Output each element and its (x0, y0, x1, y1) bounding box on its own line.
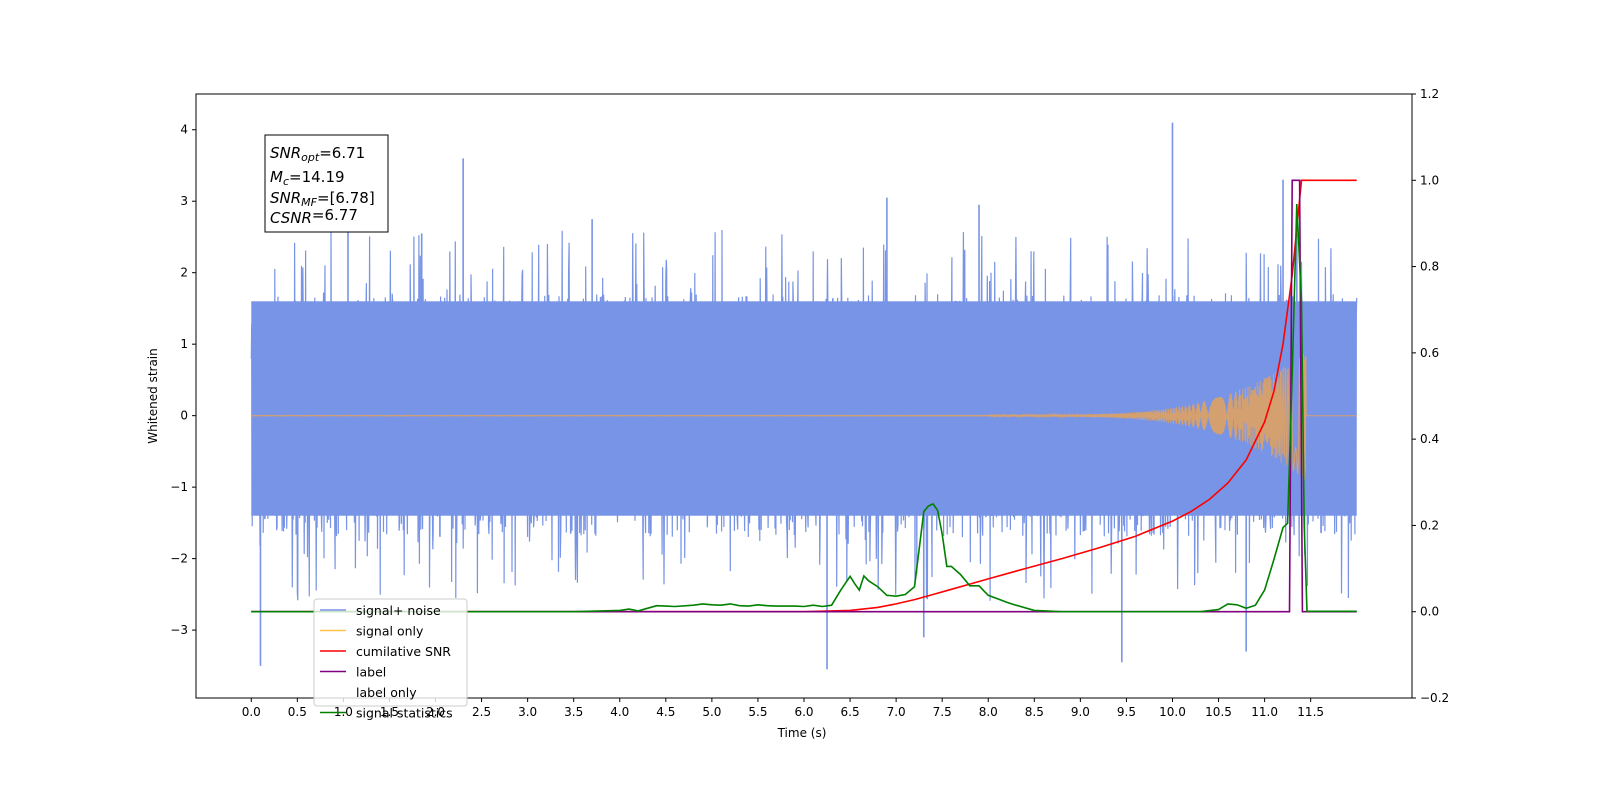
plot-area (250, 122, 1358, 670)
legend-label: label (356, 665, 386, 680)
y-tick-label-left: 4 (180, 123, 188, 137)
x-tick-label: 5.0 (702, 705, 721, 719)
y-tick-label-left: 2 (180, 266, 188, 280)
annotation-value: =6.71 (319, 144, 365, 162)
y-tick-label-right: 0.8 (1420, 260, 1439, 274)
x-tick-label: 10.0 (1159, 705, 1186, 719)
x-tick-label: 3.5 (564, 705, 583, 719)
annotation-sub: c (283, 175, 289, 188)
x-tick-label: 2.5 (472, 705, 491, 719)
annotation-value: =[6.78] (317, 189, 375, 207)
annotation-label: M (270, 168, 283, 186)
y-tick-label-left: −3 (170, 623, 188, 637)
x-tick-label: 0.5 (288, 705, 307, 719)
x-tick-label: 9.5 (1117, 705, 1136, 719)
y-axis-label-left: Whitened strain (146, 348, 160, 444)
x-tick-label: 9.0 (1071, 705, 1090, 719)
y-tick-label-left: −2 (170, 552, 188, 566)
annotation-line-csnr: CSNR=6.77 (270, 206, 358, 227)
x-tick-label: 11.5 (1297, 705, 1324, 719)
y-tick-label-right: 1.0 (1420, 173, 1439, 187)
x-tick-label: 6.0 (794, 705, 813, 719)
legend-label: signal only (356, 624, 424, 639)
x-tick-label: 8.5 (1025, 705, 1044, 719)
x-tick-label: 1.5 (380, 705, 399, 719)
x-tick-label: 4.5 (656, 705, 675, 719)
series-line-signal-statistics (251, 203, 1357, 613)
y-tick-label-right: 0.0 (1420, 605, 1439, 619)
y-tick-label-left: 0 (180, 409, 188, 423)
y-tick-label-left: 3 (180, 194, 188, 208)
y-tick-label-left: −1 (170, 480, 188, 494)
x-tick-label: 7.0 (887, 705, 906, 719)
annotation-line-mc: Mc=14.19 (270, 168, 345, 188)
annotation-value: =6.77 (312, 206, 358, 224)
x-tick-label: 8.0 (979, 705, 998, 719)
annotation-label: SNR (270, 144, 301, 162)
legend: signal+ noise signal only cumilative SNR la… (313, 598, 468, 721)
series-band-signal-noise (251, 301, 1357, 516)
tick-layer: 0.0 0.5 1.0 1.5 2.0 2.5 3.0 3.5 4.0 4.5 5.0 5.5 6.0 6… (170, 87, 1449, 719)
legend-label: cumilative SNR (356, 644, 451, 659)
annotation-line-snr-opt: SNRopt=6.71 (270, 144, 365, 164)
annotation-box: SNRopt=6.71 Mc=14.19 SNRMF=[6.78] CSNR=6… (264, 134, 389, 233)
y-tick-label-right: 0.2 (1420, 518, 1439, 532)
annotation-label: SNR (270, 189, 301, 207)
x-tick-label: 7.5 (933, 705, 952, 719)
annotation-frame (264, 134, 389, 233)
series-line-label (251, 179, 1357, 613)
y-tick-label-right: −0.2 (1420, 691, 1449, 705)
x-tick-label: 0.0 (242, 705, 261, 719)
x-tick-label: 4.0 (610, 705, 629, 719)
annotation-label: CSNR (270, 209, 312, 227)
annotation-line-snr-mf: SNRMF=[6.78] (270, 189, 375, 209)
y-tick-label-right: 1.2 (1420, 87, 1439, 101)
x-tick-label: 11.0 (1251, 705, 1278, 719)
y-tick-label-right: 0.6 (1420, 346, 1439, 360)
y-tick-label-right: 0.4 (1420, 432, 1439, 446)
legend-label: label only (356, 685, 417, 700)
legend-label: signal statistics (356, 706, 453, 721)
legend-label: signal+ noise (356, 603, 441, 618)
x-axis-label: Time (s) (777, 726, 827, 740)
x-tick-label: 5.5 (748, 705, 767, 719)
x-tick-label: 6.5 (841, 705, 860, 719)
x-tick-label: 3.0 (518, 705, 537, 719)
legend-frame (313, 598, 468, 707)
x-tick-label: 2.0 (426, 705, 445, 719)
series-line-cumilative-snr (251, 179, 1357, 613)
y-tick-label-left: 1 (180, 337, 188, 351)
annotation-value: =14.19 (289, 168, 345, 186)
x-tick-label: 10.5 (1205, 705, 1232, 719)
series-line-signal-only (250, 353, 1357, 480)
annotation-sub: MF (301, 196, 317, 209)
annotation-sub: opt (301, 151, 320, 164)
